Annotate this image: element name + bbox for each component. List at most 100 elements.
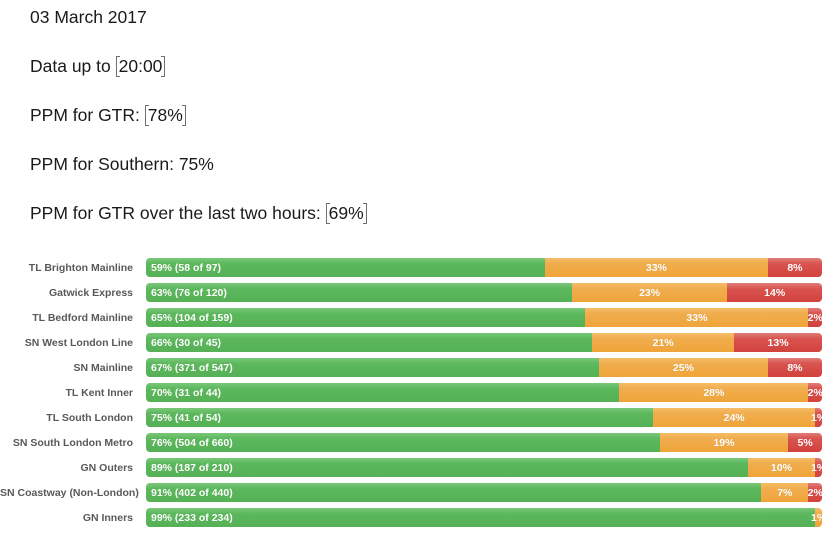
ppm-gtr-line: PPM for GTR: 78% xyxy=(30,105,830,126)
bar-segment-value: 25% xyxy=(672,361,694,374)
bar-segment-red: 8% xyxy=(767,258,822,277)
bar-segment-orange: 10% xyxy=(747,458,816,477)
category-label: Gatwick Express xyxy=(48,286,133,299)
stacked-bar: 67% (371 of 547) 25% 8% xyxy=(146,358,822,377)
chart-row: SN West London Line 66% (30 of 45) 21% 13% xyxy=(0,333,830,352)
bar-segment-red: 2% xyxy=(808,308,822,327)
bar-segment-red: 8% xyxy=(767,358,822,377)
data-up-to-field[interactable]: 20:00 xyxy=(115,56,166,77)
stacked-bar: 59% (58 of 97) 33% 8% xyxy=(146,258,822,277)
category-label: TL Kent Inner xyxy=(65,386,133,399)
stacked-bar: 76% (504 of 660) 19% 5% xyxy=(146,433,822,452)
report-date: 03 March 2017 xyxy=(30,7,147,27)
ppm-southern-line: PPM for Southern: 75% xyxy=(30,154,214,174)
bar-segment-value: 89% (187 of 210) xyxy=(151,461,233,474)
category-label: SN Mainline xyxy=(73,361,133,374)
bar-segment-orange: 19% xyxy=(659,433,789,452)
category-label: TL Bedford Mainline xyxy=(32,311,133,324)
bar-segment-orange: 1% xyxy=(811,508,822,527)
bar-segment-value: 70% (31 of 44) xyxy=(151,386,222,399)
stacked-bar: 70% (31 of 44) 28% 2% xyxy=(146,383,822,402)
bar-segment-value: 33% xyxy=(645,261,667,274)
data-up-to-label: Data up to xyxy=(30,56,116,76)
bar-segment-value: 7% xyxy=(777,486,793,499)
bar-segment-orange: 28% xyxy=(619,383,809,402)
bar-segment-value: 65% (104 of 159) xyxy=(151,311,233,324)
bar-segment-green: 67% (371 of 547) xyxy=(146,358,599,377)
ppm-gtr-field[interactable]: 78% xyxy=(144,105,186,126)
bar-segment-orange: 33% xyxy=(544,258,768,277)
bar-segment-green: 63% (76 of 120) xyxy=(146,283,572,302)
bar-segment-value: 2% xyxy=(807,311,822,324)
bar-segment-value: 8% xyxy=(787,361,803,374)
bar-segment-orange: 21% xyxy=(592,333,735,352)
stacked-bar: 99% (233 of 234) 1% xyxy=(146,508,822,527)
bar-segment-green: 91% (402 of 440) xyxy=(146,483,762,502)
bar-segment-green: 76% (504 of 660) xyxy=(146,433,660,452)
stacked-bar: 75% (41 of 54) 24% 1% xyxy=(146,408,822,427)
ppm-stacked-bar-chart: TL Brighton Mainline 59% (58 of 97) 33% 8% G… xyxy=(0,258,830,527)
bar-segment-value: 24% xyxy=(723,411,745,424)
category-label: TL Brighton Mainline xyxy=(28,261,133,274)
chart-row: SN South London Metro 76% (504 of 660) 19%… xyxy=(0,433,830,452)
ppm-gtr-2h-label: PPM for GTR over the last two hours: xyxy=(30,203,326,223)
bar-segment-value: 63% (76 of 120) xyxy=(151,286,227,299)
bar-segment-red: 13% xyxy=(734,333,822,352)
bar-segment-value: 99% (233 of 234) xyxy=(151,511,233,524)
bar-segment-red: 5% xyxy=(788,433,822,452)
chart-row: TL Bedford Mainline 65% (104 of 159) 33% 2% xyxy=(0,308,830,327)
bar-segment-value: 1% xyxy=(811,511,822,524)
category-label: SN South London Metro xyxy=(12,436,133,449)
bar-segment-value: 1% xyxy=(811,411,822,424)
bar-segment-value: 91% (402 of 440) xyxy=(151,486,233,499)
chart-row: SN Mainline 67% (371 of 547) 25% 8% xyxy=(0,358,830,377)
bar-segment-red: 1% xyxy=(811,458,822,477)
bar-segment-value: 13% xyxy=(767,336,789,349)
bar-segment-value: 5% xyxy=(797,436,813,449)
bar-segment-red: 2% xyxy=(808,483,822,502)
category-label: GN Inners xyxy=(82,511,133,524)
ppm-gtr-2h-field[interactable]: 69% xyxy=(325,203,367,224)
chart-row: TL South London 75% (41 of 54) 24% 1% xyxy=(0,408,830,427)
bar-segment-red: 14% xyxy=(727,283,822,302)
bar-segment-value: 23% xyxy=(639,286,661,299)
bar-segment-value: 33% xyxy=(686,311,708,324)
bar-segment-orange: 25% xyxy=(598,358,768,377)
bar-segment-orange: 33% xyxy=(585,308,809,327)
bar-segment-value: 59% (58 of 97) xyxy=(151,261,222,274)
bar-segment-red: 2% xyxy=(808,383,822,402)
bar-segment-green: 75% (41 of 54) xyxy=(146,408,653,427)
bar-segment-green: 65% (104 of 159) xyxy=(146,308,586,327)
bar-segment-value: 8% xyxy=(787,261,803,274)
bar-segment-value: 67% (371 of 547) xyxy=(151,361,233,374)
chart-row: TL Kent Inner 70% (31 of 44) 28% 2% xyxy=(0,383,830,402)
stacked-bar: 89% (187 of 210) 10% 1% xyxy=(146,458,822,477)
chart-row: SN Coastway (Non-London) 91% (402 of 440)… xyxy=(0,483,830,502)
chart-row: GN Inners 99% (233 of 234) 1% xyxy=(0,508,830,527)
bar-segment-green: 70% (31 of 44) xyxy=(146,383,620,402)
bar-segment-value: 2% xyxy=(807,486,822,499)
bar-segment-green: 66% (30 of 45) xyxy=(146,333,593,352)
bar-segment-green: 59% (58 of 97) xyxy=(146,258,545,277)
category-label: GN Outers xyxy=(80,461,133,474)
bar-segment-value: 14% xyxy=(764,286,786,299)
ppm-gtr-label: PPM for GTR: xyxy=(30,105,145,125)
chart-row: Gatwick Express 63% (76 of 120) 23% 14% xyxy=(0,283,830,302)
chart-row: GN Outers 89% (187 of 210) 10% 1% xyxy=(0,458,830,477)
bar-segment-value: 19% xyxy=(713,436,735,449)
category-label: SN Coastway (Non-London) xyxy=(0,486,139,499)
stacked-bar: 66% (30 of 45) 21% 13% xyxy=(146,333,822,352)
report-header: 03 March 2017 Data up to 20:00 PPM for G… xyxy=(0,0,830,224)
stacked-bar: 63% (76 of 120) 23% 14% xyxy=(146,283,822,302)
stacked-bar: 91% (402 of 440) 7% 2% xyxy=(146,483,822,502)
bar-segment-value: 76% (504 of 660) xyxy=(151,436,233,449)
bar-segment-value: 21% xyxy=(652,336,674,349)
bar-segment-red: 1% xyxy=(811,408,822,427)
category-label: SN West London Line xyxy=(24,336,133,349)
bar-segment-green: 89% (187 of 210) xyxy=(146,458,748,477)
bar-segment-value: 75% (41 of 54) xyxy=(151,411,222,424)
stacked-bar: 65% (104 of 159) 33% 2% xyxy=(146,308,822,327)
bar-segment-orange: 24% xyxy=(653,408,816,427)
bar-segment-value: 66% (30 of 45) xyxy=(151,336,222,349)
data-up-to-line: Data up to 20:00 xyxy=(30,56,830,77)
